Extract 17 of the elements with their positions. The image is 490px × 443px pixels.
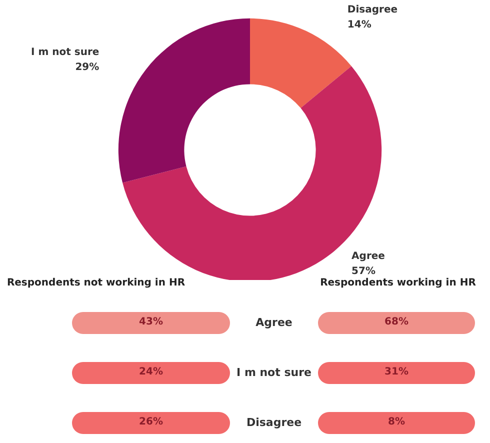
data-label: 57% (352, 266, 376, 277)
slice-label: I m not sure (31, 47, 100, 58)
data-label: 68% (384, 316, 408, 328)
slice-label: Agree (352, 251, 386, 262)
slice-label: Disagree (347, 4, 398, 16)
data-label: 43% (139, 316, 163, 328)
data-label: 24% (139, 366, 163, 378)
category-label: Agree (256, 316, 292, 329)
category-label: Disagree (246, 416, 302, 429)
data-label: 8% (388, 416, 405, 428)
text: Respondents not working in HR (6, 278, 186, 288)
data-label: 31% (384, 366, 408, 378)
category-label: I m not sure (236, 366, 312, 379)
text: Respondents working in HR (320, 278, 476, 288)
data-label: 14% (347, 19, 372, 30)
data-label: 26% (139, 416, 163, 428)
data-label: 29% (75, 62, 100, 74)
